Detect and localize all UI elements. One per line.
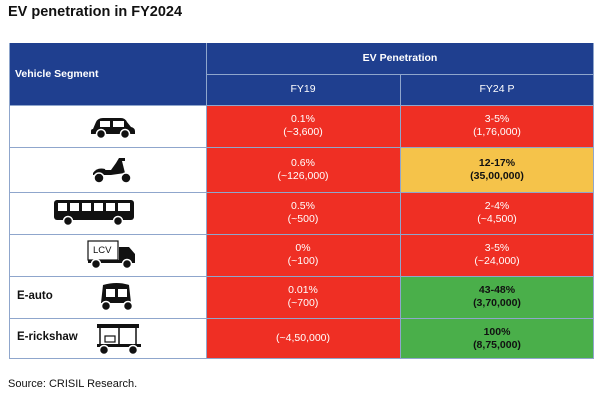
fy24-pct: 3-5% xyxy=(484,113,510,125)
segment-cell-lcv: LCV xyxy=(9,234,206,276)
column-divider xyxy=(593,43,594,359)
scooter-icon xyxy=(93,158,132,184)
fy24-pct: 12-17% xyxy=(478,156,516,169)
fy19-pct: 0.6% xyxy=(291,156,315,169)
header-divider xyxy=(206,74,594,75)
fy19-pct: 0.01% xyxy=(288,284,318,296)
segment-cell-bus xyxy=(9,192,206,234)
fy19-cell-bus: 0.5% (~500) xyxy=(206,192,400,234)
fy24-cell-lcv: 3-5% (~24,000) xyxy=(400,234,594,276)
fy19-pct: 0.5% xyxy=(291,200,315,212)
fy24-units: (3,70,000) xyxy=(473,297,521,309)
source-note: Source: CRISIL Research. xyxy=(8,378,138,390)
fy19-units: (~700) xyxy=(287,297,319,309)
fy24-units: (~24,000) xyxy=(474,255,520,267)
fy24-pct: 43-48% xyxy=(478,284,516,296)
ev-penetration-table: Vehicle Segment EV Penetration FY19 FY24… xyxy=(9,43,594,359)
fy24-units: (8,75,000) xyxy=(473,338,521,351)
row-divider xyxy=(9,234,594,235)
fy24-units: (35,00,000) xyxy=(470,169,524,182)
fy19-cell-e-auto: 0.01% (~700) xyxy=(206,276,400,318)
row-divider xyxy=(9,105,594,106)
e-rickshaw-icon xyxy=(97,324,141,356)
segment-label-e-rickshaw: E-rickshaw xyxy=(17,331,78,343)
row-divider xyxy=(9,192,594,193)
fy19-units: (~500) xyxy=(287,213,319,225)
fy19-units: (~100) xyxy=(287,255,319,267)
segment-cell-e-rickshaw: E-rickshaw xyxy=(9,318,206,359)
fy24-cell-e-rickshaw: 100% (8,75,000) xyxy=(400,318,594,359)
segment-cell-e-auto: E-auto xyxy=(9,276,206,318)
page-title: EV penetration in FY2024 xyxy=(8,4,183,20)
segment-cell-two-wheeler xyxy=(9,147,206,192)
fy24-cell-e-auto: 43-48% (3,70,000) xyxy=(400,276,594,318)
fy24-pct: 2-4% xyxy=(484,200,510,212)
bus-icon xyxy=(54,200,134,227)
fy24-cell-bus: 2-4% (~4,500) xyxy=(400,192,594,234)
row-divider xyxy=(9,276,594,277)
fy19-cell-e-rickshaw: (~4,50,000) xyxy=(206,318,400,359)
fy24-cell-car: 3-5% (1,76,000) xyxy=(400,105,594,147)
column-divider xyxy=(400,74,401,359)
segment-label-e-auto: E-auto xyxy=(17,290,53,302)
fy24-pct: 3-5% xyxy=(484,242,510,254)
fy24-units: (~4,500) xyxy=(477,213,517,225)
column-divider xyxy=(9,43,10,359)
fy19-header: FY19 xyxy=(206,74,400,105)
fy19-cell-lcv: 0% (~100) xyxy=(206,234,400,276)
segment-cell-car xyxy=(9,105,206,147)
row-divider xyxy=(9,147,594,148)
fy19-units: (~4,50,000) xyxy=(276,332,330,344)
car-icon xyxy=(91,118,135,139)
fy24-pct: 100% xyxy=(483,325,511,338)
fy19-units: (~126,000) xyxy=(277,169,329,182)
fy19-pct: 0% xyxy=(295,242,311,254)
ev-penetration-header: EV Penetration xyxy=(206,43,594,74)
vehicle-segment-header: Vehicle Segment xyxy=(9,43,206,105)
auto-rickshaw-icon xyxy=(100,283,134,312)
column-divider xyxy=(206,43,207,359)
lcv-label: LCV xyxy=(93,245,112,256)
fy24-header: FY24 P xyxy=(400,74,594,105)
fy19-units: (~3,600) xyxy=(283,126,323,138)
fy24-units: (1,76,000) xyxy=(473,126,521,138)
fy19-cell-car: 0.1% (~3,600) xyxy=(206,105,400,147)
lcv-truck-icon xyxy=(87,240,135,270)
row-divider xyxy=(9,358,594,359)
fy19-cell-two-wheeler: 0.6% (~126,000) xyxy=(206,147,400,192)
fy24-cell-two-wheeler: 12-17% (35,00,000) xyxy=(400,147,594,192)
fy19-pct: 0.1% xyxy=(291,113,315,125)
row-divider xyxy=(9,318,594,319)
